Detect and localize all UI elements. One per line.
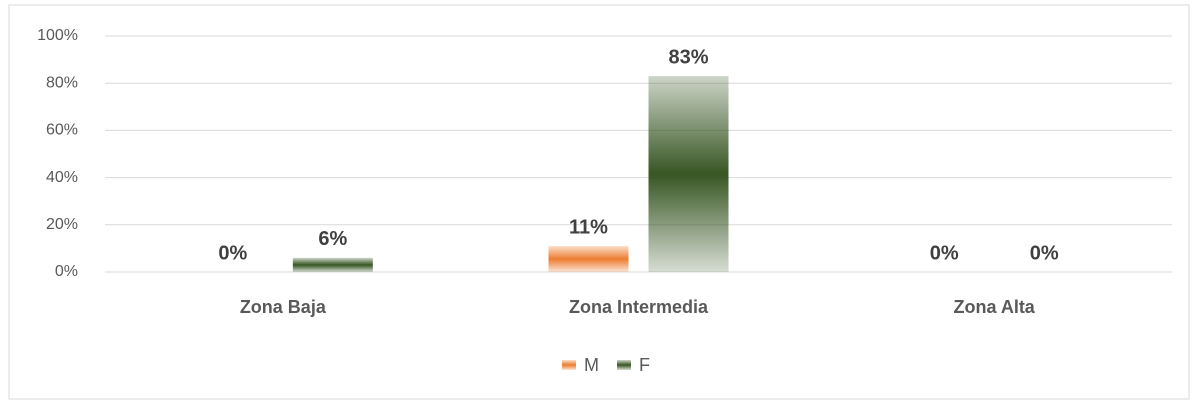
- y-tick-label: 20%: [46, 216, 78, 233]
- data-label: 0%: [1030, 242, 1059, 264]
- data-label: 0%: [930, 242, 959, 264]
- legend-label: M: [584, 355, 599, 375]
- data-label: 0%: [218, 242, 247, 264]
- legend-swatch: [562, 360, 576, 370]
- bar: [292, 257, 373, 272]
- y-tick-label: 60%: [46, 122, 78, 139]
- legend-swatch: [617, 360, 631, 370]
- y-tick-label: 40%: [46, 169, 78, 186]
- bar: [648, 76, 729, 273]
- x-tick-label: Zona Alta: [953, 297, 1035, 317]
- x-tick-label: Zona Intermedia: [569, 297, 709, 317]
- x-tick-label: Zona Baja: [240, 297, 327, 317]
- data-label: 11%: [569, 216, 608, 238]
- y-tick-label: 100%: [37, 27, 78, 44]
- legend-label: F: [639, 355, 650, 375]
- data-label: 83%: [668, 46, 708, 68]
- chart-border: [8, 4, 1190, 400]
- y-tick-label: 0%: [55, 263, 78, 280]
- data-label: 6%: [318, 228, 347, 250]
- bar: [548, 246, 629, 272]
- y-tick-label: 80%: [46, 74, 78, 91]
